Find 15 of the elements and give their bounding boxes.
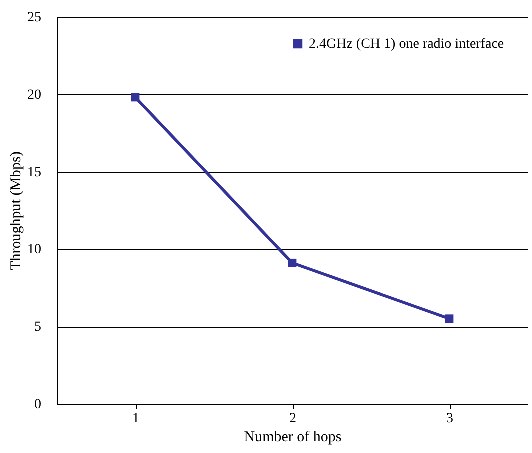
legend-label: 2.4GHz (CH 1) one radio interface <box>309 37 504 52</box>
x-tick-label: 2 <box>290 412 296 426</box>
y-tick-label: 0 <box>34 398 42 412</box>
y-axis-title: Throughput (Mbps) <box>8 152 24 270</box>
y-tick-label: 25 <box>28 10 42 26</box>
point <box>445 314 454 324</box>
y-tick-label: 15 <box>28 165 42 180</box>
point <box>131 93 140 102</box>
y-tick-label: 10 <box>28 242 42 258</box>
y-tick-label: 20 <box>28 88 42 103</box>
y-tick-label: 5 <box>34 320 42 336</box>
point <box>288 258 297 268</box>
x-axis-title: Number of hops <box>244 430 342 446</box>
x-tick-label: 1 <box>132 412 140 426</box>
x-tick-label: 3 <box>446 412 454 426</box>
